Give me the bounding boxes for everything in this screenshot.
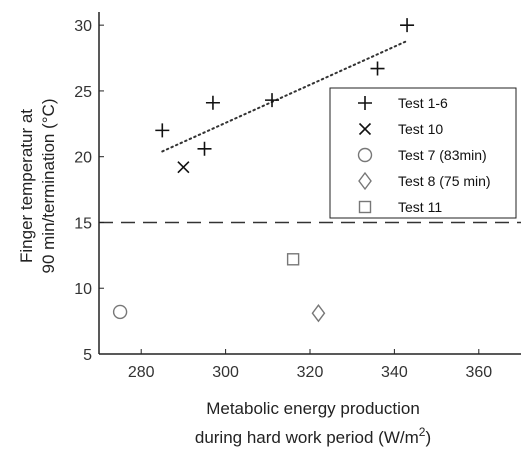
x-tick-label: 320 [297,364,324,381]
data-points [112,18,415,323]
data-point-square [286,253,300,266]
x-axis-title-line2-end: ) [425,428,431,447]
data-point-plus [205,95,220,110]
data-point-circle [112,304,128,320]
legend-box [329,87,517,219]
y-tick-labels: 5 10 15 20 25 30 [74,18,104,364]
legend-label: Test 8 (75 min) [398,173,491,189]
legend-marker-plus [358,96,372,110]
x-tick-label: 340 [381,364,408,381]
legend-marker-diamond [358,171,372,191]
x-axis-title-line2-main: during hard work period (W/m [195,428,419,447]
trend-dotted-line [161,39,409,153]
reference-lines [99,39,521,224]
x-tick-label: 300 [212,364,239,381]
legend-label: Test 7 (83min) [398,147,487,163]
x-tick-label: 280 [128,364,155,381]
y-tick-label: 10 [74,281,92,298]
x-tick-labels: 280 300 320 340 360 [128,349,492,381]
legend-label: Test 10 [398,121,443,137]
data-point-plus [197,141,212,156]
x-axis-title-line1: Metabolic energy production [206,399,420,418]
legend: Test 1-6 Test 10 Test 7 (83min) Test 8 (75 … [329,87,517,219]
y-axis-title-line1: Finger temperatur at [17,109,36,263]
y-tick-label: 20 [74,150,92,167]
data-point-plus [400,18,415,33]
y-tick-label: 25 [74,84,92,101]
x-axis-title-superscript: 2 [419,425,426,439]
legend-marker-circle [357,147,373,163]
data-point-diamond [311,304,326,323]
data-point-x [177,161,190,174]
y-tick-label: 5 [83,347,92,364]
y-tick-label: 30 [74,18,92,35]
legend-entries: Test 1-6 Test 10 Test 7 (83min) Test 8 (75 … [357,95,491,215]
data-point-plus [155,123,170,138]
y-tick-label: 15 [74,215,92,232]
legend-label: Test 11 [398,199,442,215]
legend-label: Test 1-6 [398,95,448,111]
legend-marker-x [358,122,372,136]
data-point-plus [265,93,280,108]
x-tick-label: 360 [465,364,492,381]
legend-marker-square [358,200,372,214]
y-axis-title-line2: 90 min/termination (°C) [39,99,58,274]
x-axis-title-line2: during hard work period (W/m2) [195,425,431,447]
data-point-plus [370,61,385,76]
